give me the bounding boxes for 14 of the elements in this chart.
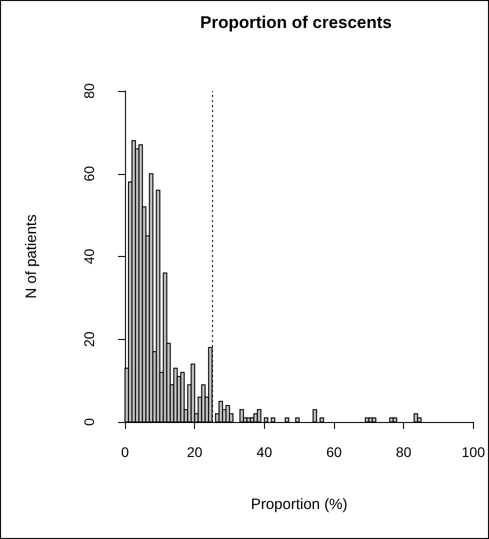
x-tick-label: 0 xyxy=(121,444,130,460)
x-tick-label: 100 xyxy=(462,444,486,460)
y-tick-label: 0 xyxy=(81,418,97,426)
x-tick-label: 40 xyxy=(256,444,272,460)
y-tick-label: 80 xyxy=(81,83,97,99)
y-axis-title: N of patients xyxy=(23,214,40,299)
chart-title: Proportion of crescents xyxy=(200,13,392,32)
x-tick-label: 80 xyxy=(396,444,412,460)
y-tick-label: 60 xyxy=(81,166,97,182)
y-tick-label: 40 xyxy=(81,248,97,264)
x-tick-label: 20 xyxy=(186,444,203,460)
x-axis-title: Proportion (%) xyxy=(250,496,348,513)
x-tick-label: 60 xyxy=(326,444,342,460)
y-tick-label: 20 xyxy=(81,331,97,348)
